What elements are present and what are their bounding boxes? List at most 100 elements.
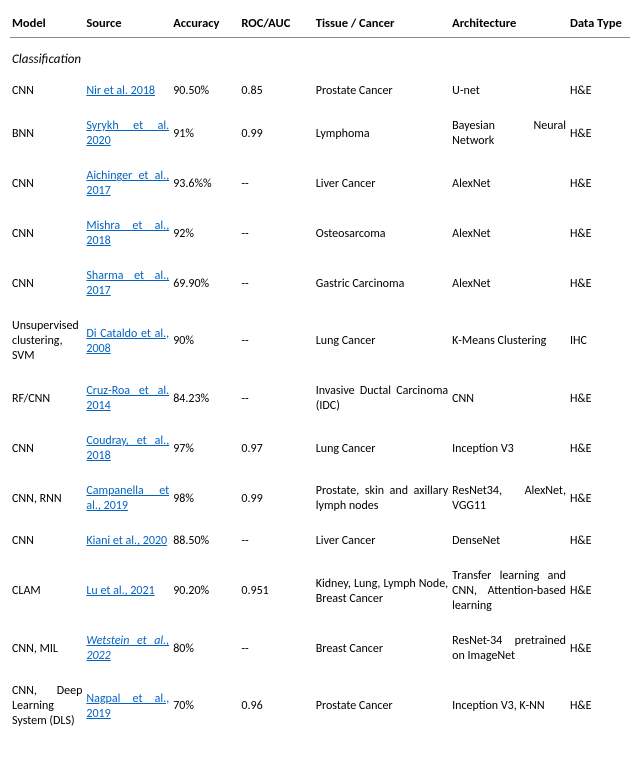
cell-tissue: Lung Cancer (314, 424, 450, 474)
cell-accuracy: 90% (171, 309, 239, 374)
cell-tissue: Gastric Carcinoma (314, 259, 450, 309)
cell-model: CNN, Deep Learning System (DLS) (10, 674, 84, 739)
cell-accuracy: 70% (171, 674, 239, 739)
col-header: Model (10, 12, 84, 38)
cell-roc: 0.951 (239, 559, 313, 624)
cell-dtype: H&E (568, 474, 630, 524)
cell-model: CNN (10, 524, 84, 559)
table-row: CNNSharma et al., 201769.90%--Gastric Ca… (10, 259, 630, 309)
cell-roc: -- (239, 624, 313, 674)
cell-source: Syrykh et al. 2020 (84, 109, 171, 159)
cell-model: CLAM (10, 559, 84, 624)
cell-arch: Transfer learning and CNN, Attention-bas… (450, 559, 568, 624)
cell-model: Unsupervised clustering, SVM (10, 309, 84, 374)
source-link[interactable]: Di Cataldo et al., 2008 (86, 327, 169, 356)
cell-tissue: Prostate Cancer (314, 674, 450, 739)
cell-tissue: Breast Cancer (314, 624, 450, 674)
cell-arch: AlexNet (450, 209, 568, 259)
section-label: Classification (10, 38, 630, 75)
table-row: CNN, RNNCampanella et al., 201998%0.99Pr… (10, 474, 630, 524)
table-row: CNNCoudray, et al., 201897%0.97Lung Canc… (10, 424, 630, 474)
cell-accuracy: 92% (171, 209, 239, 259)
cell-roc: -- (239, 209, 313, 259)
cell-arch: Bayesian Neural Network (450, 109, 568, 159)
cell-tissue: Kidney, Lung, Lymph Node, Breast Cancer (314, 559, 450, 624)
source-link[interactable]: Nir et al. 2018 (86, 84, 155, 98)
cell-dtype: H&E (568, 374, 630, 424)
source-link[interactable]: Sharma et al., 2017 (86, 269, 169, 298)
cell-accuracy: 90.50% (171, 74, 239, 109)
cell-arch: CNN (450, 374, 568, 424)
cell-model: RF/CNN (10, 374, 84, 424)
cell-model: CNN (10, 159, 84, 209)
cell-source: Mishra et al., 2018 (84, 209, 171, 259)
source-link[interactable]: Syrykh et al. 2020 (86, 119, 169, 148)
cell-tissue: Osteosarcoma (314, 209, 450, 259)
col-header: Data Type (568, 12, 630, 38)
cell-dtype: H&E (568, 524, 630, 559)
cell-dtype: H&E (568, 109, 630, 159)
cell-source: Lu et al., 2021 (84, 559, 171, 624)
cell-arch: K-Means Clustering (450, 309, 568, 374)
cell-arch: ResNet34, AlexNet, VGG11 (450, 474, 568, 524)
cell-roc: 0.99 (239, 109, 313, 159)
col-header: Accuracy (171, 12, 239, 38)
source-link[interactable]: Kiani et al., 2020 (86, 534, 167, 548)
source-link[interactable]: Campanella et al., 2019 (86, 484, 169, 513)
cell-accuracy: 84.23% (171, 374, 239, 424)
cell-source: Aichinger et al., 2017 (84, 159, 171, 209)
cell-source: Campanella et al., 2019 (84, 474, 171, 524)
table-row: Unsupervised clustering, SVMDi Cataldo e… (10, 309, 630, 374)
cell-tissue: Liver Cancer (314, 524, 450, 559)
cell-tissue: Prostate Cancer (314, 74, 450, 109)
source-link[interactable]: Wetstein et al., 2022 (86, 634, 169, 663)
cell-source: Cruz-Roa et al. 2014 (84, 374, 171, 424)
cell-tissue: Liver Cancer (314, 159, 450, 209)
table-row: CNNNir et al. 201890.50%0.85Prostate Can… (10, 74, 630, 109)
cell-tissue: Invasive Ductal Carcinoma (IDC) (314, 374, 450, 424)
cell-source: Wetstein et al., 2022 (84, 624, 171, 674)
cell-model: CNN, RNN (10, 474, 84, 524)
cell-dtype: H&E (568, 209, 630, 259)
cell-accuracy: 80% (171, 624, 239, 674)
cell-roc: 0.96 (239, 674, 313, 739)
cell-dtype: H&E (568, 674, 630, 739)
cell-source: Kiani et al., 2020 (84, 524, 171, 559)
cell-model: CNN (10, 424, 84, 474)
cell-model: CNN (10, 259, 84, 309)
cell-roc: -- (239, 159, 313, 209)
source-link[interactable]: Nagpal et al., 2019 (86, 692, 169, 721)
cell-arch: Inception V3, K-NN (450, 674, 568, 739)
cell-roc: -- (239, 374, 313, 424)
cell-source: Nagpal et al., 2019 (84, 674, 171, 739)
cell-dtype: H&E (568, 424, 630, 474)
source-link[interactable]: Aichinger et al., 2017 (86, 169, 169, 198)
cell-roc: 0.99 (239, 474, 313, 524)
source-link[interactable]: Coudray, et al., 2018 (86, 434, 169, 463)
classification-table: ModelSourceAccuracyROC/AUCTissue / Cance… (10, 12, 630, 739)
cell-roc: -- (239, 524, 313, 559)
source-link[interactable]: Mishra et al., 2018 (86, 219, 169, 248)
cell-accuracy: 90.20% (171, 559, 239, 624)
cell-arch: AlexNet (450, 159, 568, 209)
cell-accuracy: 97% (171, 424, 239, 474)
cell-roc: 0.97 (239, 424, 313, 474)
cell-model: CNN (10, 209, 84, 259)
table-row: CNNMishra et al., 201892%--OsteosarcomaA… (10, 209, 630, 259)
source-link[interactable]: Cruz-Roa et al. 2014 (86, 384, 169, 413)
cell-source: Coudray, et al., 2018 (84, 424, 171, 474)
cell-dtype: H&E (568, 159, 630, 209)
cell-accuracy: 91% (171, 109, 239, 159)
source-link[interactable]: Lu et al., 2021 (86, 584, 154, 598)
cell-arch: Inception V3 (450, 424, 568, 474)
cell-dtype: IHC (568, 309, 630, 374)
cell-tissue: Lung Cancer (314, 309, 450, 374)
cell-model: CNN (10, 74, 84, 109)
cell-tissue: Lymphoma (314, 109, 450, 159)
table-row: CNNAichinger et al., 201793.6%%--Liver C… (10, 159, 630, 209)
cell-dtype: H&E (568, 259, 630, 309)
table-header: ModelSourceAccuracyROC/AUCTissue / Cance… (10, 12, 630, 38)
cell-dtype: H&E (568, 624, 630, 674)
cell-source: Di Cataldo et al., 2008 (84, 309, 171, 374)
cell-accuracy: 69.90% (171, 259, 239, 309)
